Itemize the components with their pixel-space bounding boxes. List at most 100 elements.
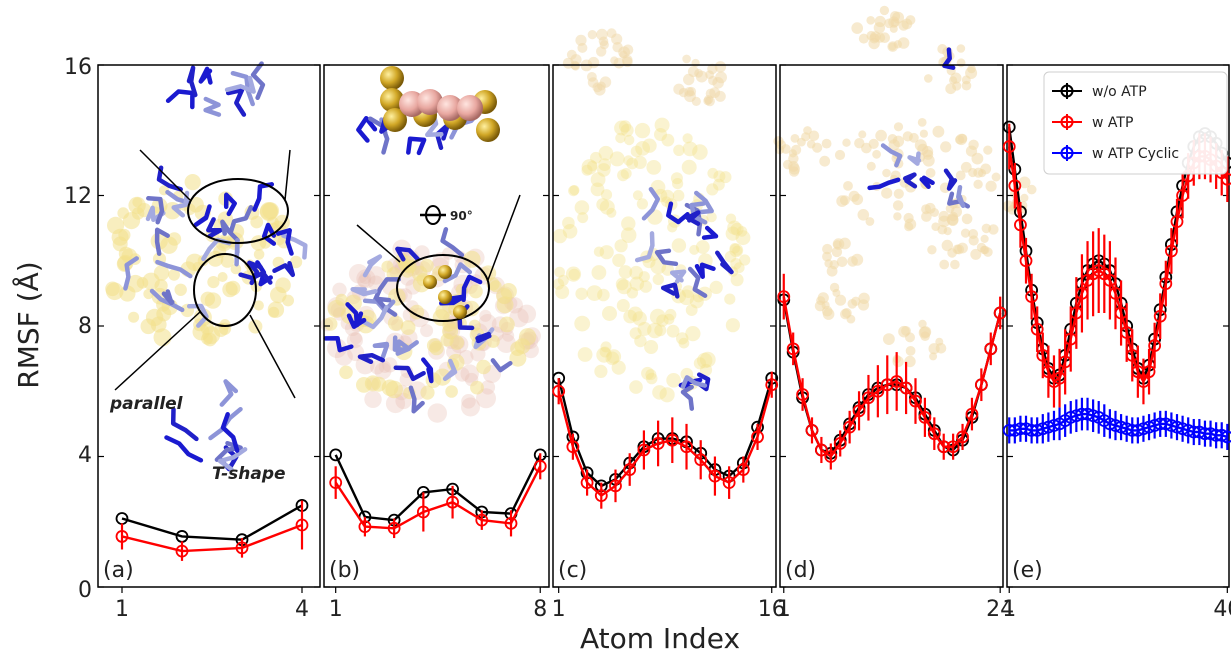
atp-atom [883,333,895,345]
atp-atom [562,216,575,230]
atp-atom [666,373,681,388]
atp-atom [925,168,936,178]
atp-atom [220,254,235,268]
atp-atom [692,144,708,160]
atp-atom [788,161,799,172]
atp-atom [960,228,971,238]
atp-atom [634,122,651,139]
atp-atom [118,228,131,242]
peptide-stick [234,237,240,267]
atp-atom [904,222,914,232]
atp-atom [639,280,652,293]
atp-atom [587,29,597,40]
atp-atom [773,136,784,147]
peptide-stick [171,190,190,218]
data-point [1053,371,1066,385]
atp-atom [225,280,241,296]
peptide-stick [357,352,386,365]
x-tick-label: 1 [329,597,343,622]
atp-atom [364,390,382,408]
peptide-stick [660,282,680,299]
panel-label: (c) [558,558,587,583]
data-point [1025,290,1039,304]
y-axis: 0 4 8 12 16 [64,55,92,603]
data-point [805,423,819,437]
data-point [1137,422,1150,436]
peptide-stick [715,250,734,275]
legend-entry-wo-atp: w/o ATP [1052,83,1147,100]
atp-atom [619,120,632,133]
atp-atom [892,200,904,211]
atp-atom [965,67,978,79]
atp-atom [898,20,909,31]
atp-atom [461,394,476,409]
data-point [1220,172,1231,186]
atp-atom [973,167,984,178]
data-point [1120,326,1134,339]
peptide-stick [880,143,903,168]
atp-atom [682,141,698,157]
atp-atom [599,346,611,358]
data-point [1014,218,1027,232]
atp-atom [489,280,502,293]
atp-atom [654,117,670,133]
atp-atom [931,222,940,231]
atp-atom [646,160,662,175]
atp-atom [672,189,685,202]
peptide-stick [346,313,367,329]
atp-atom [217,272,228,282]
atp-atom [606,349,622,364]
atp-atom [656,314,669,327]
atp-atom [836,256,848,268]
peptide-stick [440,227,465,258]
atp-atom [253,300,264,311]
atp-atom [626,287,639,299]
atp-atom [671,238,687,253]
series-line [121,523,303,553]
atp-atom [605,351,620,366]
peptide-stick [362,254,383,278]
peptide-stick [356,115,378,143]
atp-atom [168,268,181,281]
atp-atom [988,224,999,235]
data-point [115,530,129,543]
atp-atom [555,285,570,299]
data-point [909,394,922,408]
x-tick-label: 16 [758,597,786,622]
atp-atom [822,243,833,255]
peptide-stick [261,222,277,246]
zoom-ellipse [187,178,289,244]
atp-atom [659,387,675,403]
atp-atom [927,245,937,255]
atp-atom [562,224,578,239]
legend-label-w-atp: w ATP [1092,115,1133,131]
data-point [843,420,857,434]
peptide-stick [694,262,716,279]
atp-atom [930,208,939,217]
atp-atom [637,321,652,336]
atp-atom [420,324,434,338]
atp-atom [725,226,740,241]
atp-atom [581,159,598,175]
atp-atom [359,271,372,284]
atp-atom [499,316,515,333]
atp-atom [327,338,347,358]
annotation-rotation: 90° [450,209,473,223]
data-point [1103,273,1117,287]
atp-atom [719,171,732,184]
peptide-stick [654,248,679,267]
peptide-stick [225,87,247,117]
atp-atom [682,54,691,64]
atp-atom [790,134,800,143]
atp-atom [623,309,637,324]
peptide-stick [164,435,204,463]
atp-atom [649,308,666,325]
atp-atom [638,271,650,283]
atp-atom [932,125,945,138]
atp-atom [699,351,716,368]
atp-atom [349,332,362,345]
peptide-stick [165,89,195,110]
legend-label-wo-atp: w/o ATP [1092,84,1147,100]
atp-atom [348,264,369,284]
data-point [1142,365,1156,379]
